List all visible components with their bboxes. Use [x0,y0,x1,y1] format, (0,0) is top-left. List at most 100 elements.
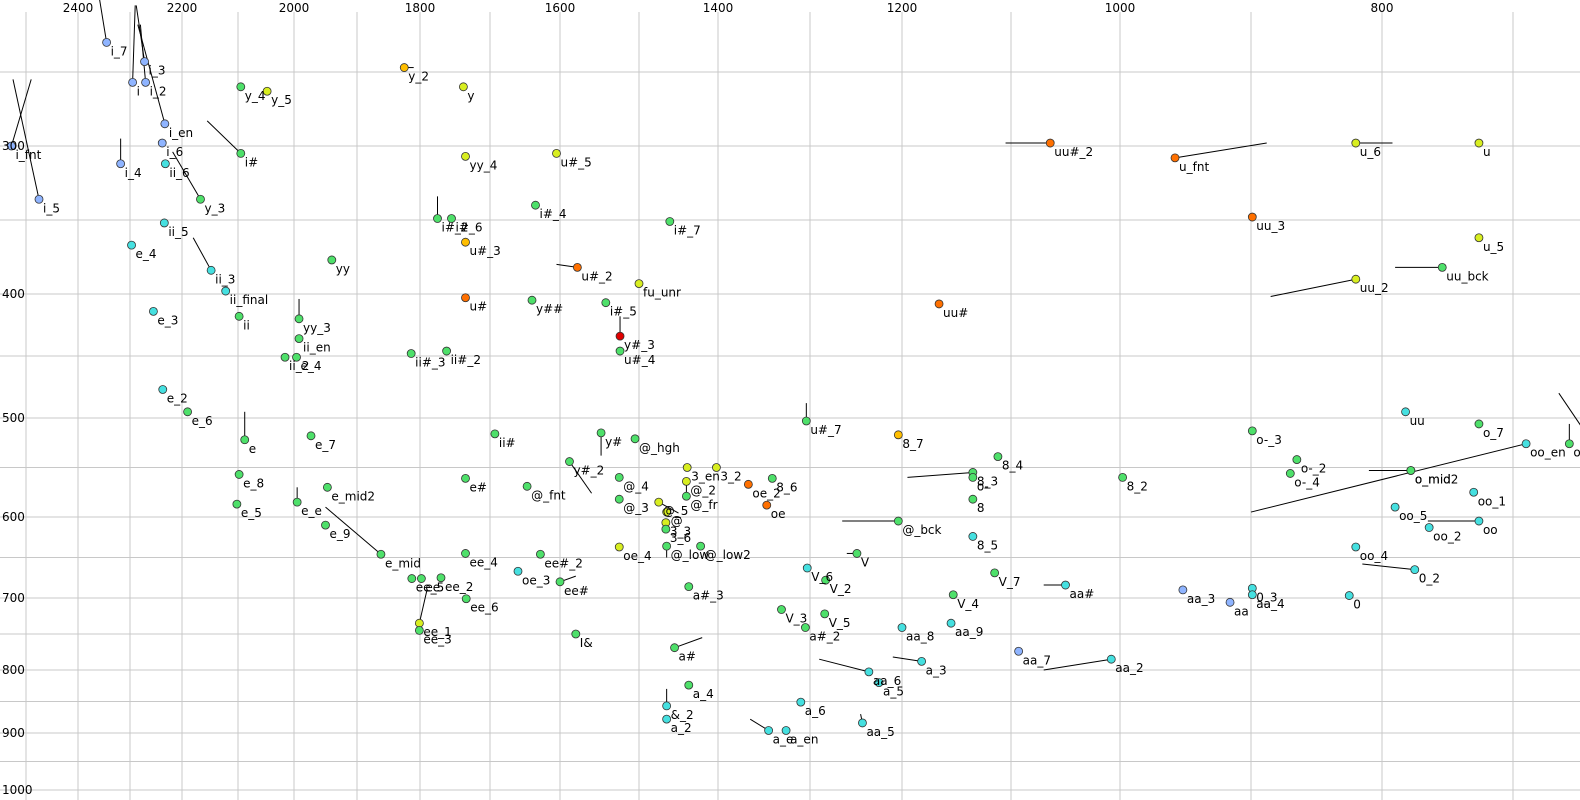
point-label: oo_5 [1399,509,1427,523]
data-point [802,563,812,573]
x-tick-label: 800 [1371,1,1394,15]
data-point [522,481,532,491]
point-label: 8 [977,501,985,515]
data-point [614,494,624,504]
point-label: @_bck [902,523,941,537]
point-label: aa_3 [1187,592,1215,606]
data-point [614,472,624,482]
point-label: 8_4 [1002,459,1023,473]
x-tick-label: 1200 [887,1,918,15]
trajectory-line [907,471,973,478]
point-label: ii#_2 [451,353,481,367]
point-label: e_9 [330,527,351,541]
point-label: @ [671,514,683,528]
data-point [864,667,874,677]
data-point [682,491,691,501]
trajectory-line [172,151,201,200]
data-point [1225,597,1235,607]
trajectory-line [1558,392,1580,426]
trajectory-line [1270,278,1356,297]
data-point [1351,542,1361,552]
y-tick-label: 400 [2,287,25,301]
data-point [1292,455,1302,464]
data-point [183,407,193,417]
point-label: uu_bck [1446,269,1488,283]
data-point [102,38,111,47]
point-label: uu [1410,414,1425,428]
data-point [461,549,470,558]
data-point [160,119,170,129]
point-label: y# [605,435,622,449]
point-label: a_e [773,732,794,746]
point-label: ee# [564,584,589,598]
point-label: uu_2 [1360,281,1389,295]
data-point [322,482,332,492]
data-point [458,82,468,92]
point-label: ee_3 [423,632,451,646]
data-point [128,77,138,87]
trajectory-line [12,79,40,200]
point-label: aa_4 [1256,597,1284,611]
data-point [240,435,250,445]
point-label: y_4 [245,89,266,103]
point-label: @_fnt [531,488,566,502]
point-label: ee [425,581,440,595]
data-point [294,314,304,324]
point-label: a#_3 [693,589,724,603]
point-label: y#_3 [624,338,655,352]
point-label: e_4 [301,359,322,373]
trajectory-line [1043,658,1112,671]
data-point [1390,502,1400,512]
data-point [1406,466,1416,475]
point-label: @_fr [690,498,717,512]
point-label: i [137,84,140,98]
point-label: u_fnt [1179,160,1209,174]
points-layer [7,38,1574,735]
data-point [777,605,786,614]
point-label: o- [977,479,989,493]
data-point [1401,407,1410,417]
point-label: ii_2 [289,359,309,373]
point-label: 3_2 [720,470,741,484]
data-point [406,349,416,358]
trajectory-line [325,506,382,555]
point-label: e_7 [315,438,336,452]
data-point [327,255,337,265]
point-label: yy_4 [470,158,498,172]
data-point [897,623,907,632]
point-label: y## [536,302,563,316]
tick-labels: 2400 2200 2000 1800 1600 1400 1200 1000 800 300 40… [2,1,1393,797]
data-point [1014,646,1024,656]
data-point [1061,580,1070,590]
point-label: ee_2 [445,580,473,594]
point-label: 8_3 [977,474,998,488]
data-point [294,334,304,344]
point-label: i_fnt [15,148,41,162]
data-point [852,549,862,558]
data-point [1045,138,1055,148]
point-label: ii# [499,436,516,450]
data-point [552,148,561,158]
point-label: oe_4 [623,549,651,563]
point-label: @_5 [663,504,689,518]
point-label: 3_en [691,470,720,484]
data-point [662,701,672,711]
data-point [442,346,452,356]
data-point [34,194,44,204]
data-point [292,497,302,507]
data-point [399,63,409,72]
point-label: u# [470,300,488,314]
point-label: a# [679,650,696,664]
point-label: 8_2 [1127,479,1148,493]
grid-layer [0,12,1580,800]
point-label: a_5 [883,685,904,699]
point-label: ii_en [303,341,331,355]
data-point [1247,426,1257,436]
data-point [1247,212,1257,222]
data-point [968,472,978,482]
point-label: uu# [943,306,968,320]
data-point [684,680,694,690]
data-point [712,463,721,472]
y-tick-label: 800 [2,663,25,677]
